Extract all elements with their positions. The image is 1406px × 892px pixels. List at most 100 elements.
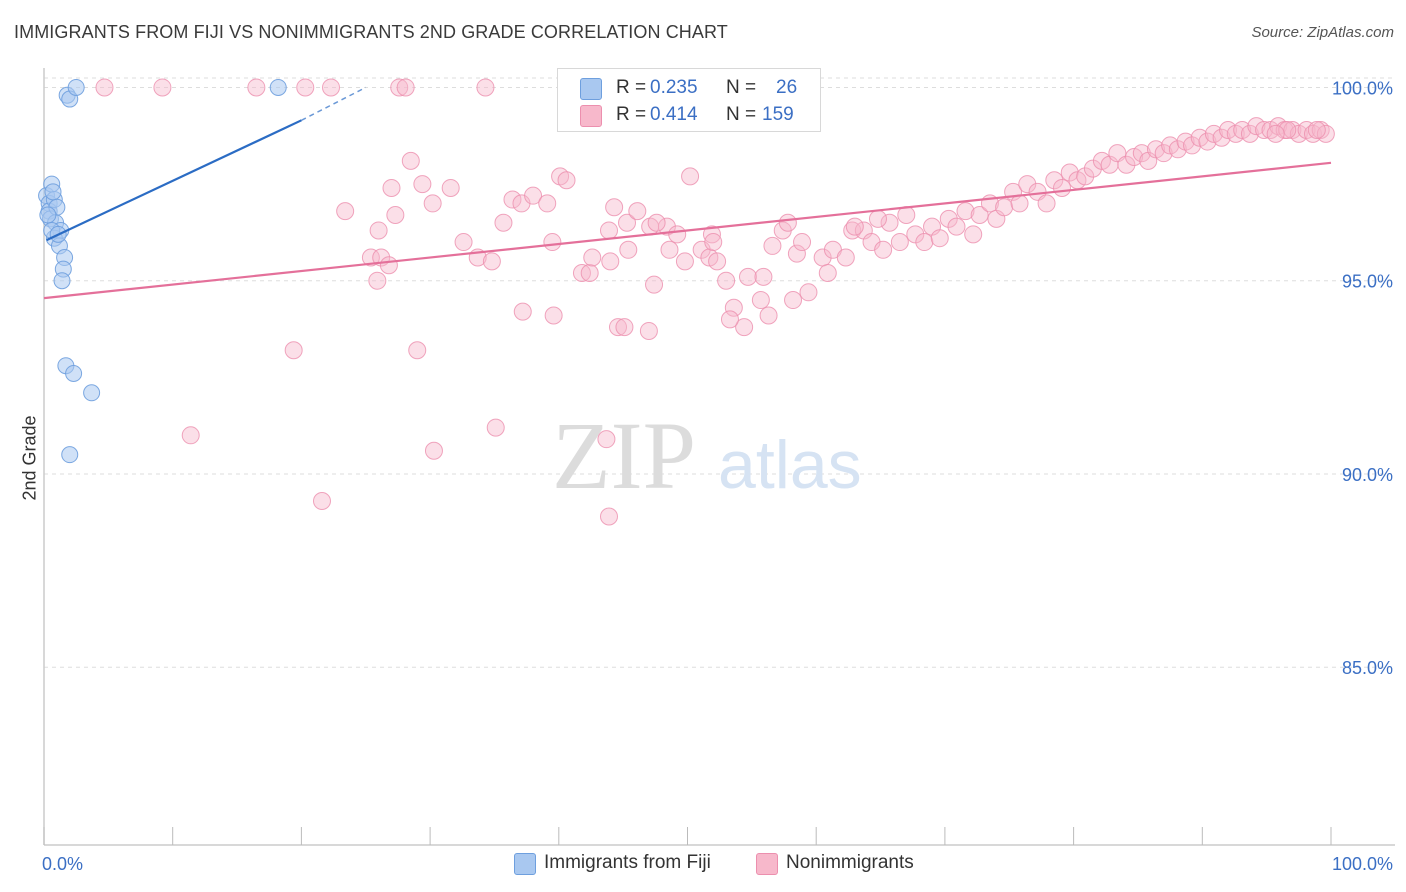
nonimmigrants-point: [361, 248, 380, 267]
nonimmigrants-point: [605, 198, 624, 217]
nonimmigrants-point: [296, 78, 315, 97]
nonimmigrants-point: [601, 252, 620, 271]
nonimmigrants-point: [1278, 120, 1297, 139]
fiji-point: [39, 206, 57, 224]
grid-lines: [44, 77, 1395, 668]
nonimmigrants-point: [454, 233, 473, 252]
nonimmigrants-point: [513, 302, 532, 321]
nonimmigrants-point: [799, 283, 818, 302]
fiji-points: [38, 78, 287, 464]
fiji-point: [67, 78, 85, 96]
fiji-point: [53, 272, 71, 290]
nonimmigrants-point: [818, 263, 837, 282]
nonimmigrants-point: [628, 202, 647, 221]
y-tick-label: 100.0%: [1332, 78, 1393, 98]
nonimmigrants-point: [702, 225, 721, 244]
nonimmigrants-point: [675, 252, 694, 271]
nonimmigrants-point: [836, 248, 855, 267]
chart-title: IMMIGRANTS FROM FIJI VS NONIMMIGRANTS 2N…: [14, 22, 728, 42]
nonimmigrants-point: [1255, 120, 1274, 139]
nonimmigrants-point: [1060, 163, 1079, 182]
nonimmigrants-point: [322, 78, 341, 97]
x-tick-label: 100.0%: [1332, 854, 1393, 874]
nonimmigrants-point: [1183, 136, 1202, 155]
nonimmigrants-points: [95, 78, 1335, 526]
fiji-legend-label: Immigrants from Fiji: [544, 852, 711, 873]
nonimmigrants-point: [95, 78, 114, 97]
fiji-trend-line: [46, 119, 302, 242]
nonimmigrants-point: [915, 233, 934, 252]
nonimmigrants-point: [995, 198, 1014, 217]
nonimmigrants-point: [599, 221, 618, 240]
nonimmigrants-point: [379, 256, 398, 275]
fiji-trend-extension: [301, 86, 367, 121]
tick-labels: 85.0% 90.0% 95.0% 100.0% 0.0% 100.0%: [42, 78, 1393, 874]
nonimmigrants-point: [390, 78, 409, 97]
nonimmigrants-point: [408, 341, 427, 360]
x-tick-label: 0.0%: [42, 854, 83, 874]
nonimmigrants-point: [544, 306, 563, 325]
nonimmigrants-point: [1168, 140, 1187, 159]
nonimmigrants-point: [890, 233, 909, 252]
nonimmigrants-point: [557, 171, 576, 190]
nonimmigrants-point: [494, 213, 513, 232]
fiji-point: [65, 364, 83, 382]
nonimmigrants-point: [947, 217, 966, 236]
nonimmigrants-point: [868, 209, 887, 228]
nonimmigrants-point: [660, 240, 679, 259]
nonimmigrants-point: [1266, 124, 1285, 143]
fiji-point: [61, 446, 79, 464]
nonimmigrants-point: [486, 418, 505, 437]
fiji-swatch: [580, 78, 602, 100]
nonimmigrants-point: [619, 240, 638, 259]
nonimmigrants-point: [751, 291, 770, 310]
nonimmigrants-point: [1053, 178, 1072, 197]
nonimmigrants-point: [368, 271, 387, 290]
nonimmigrants-legend-label: Nonimmigrants: [786, 852, 914, 873]
nonimmigrants-trend-line: [43, 161, 1332, 300]
nonimmigrants-point: [1316, 124, 1335, 143]
nonimmigrants-point: [572, 263, 591, 282]
nonimmigrants-point: [401, 151, 420, 170]
nonimmigrants-point: [580, 263, 599, 282]
nonimmigrants-point: [874, 240, 893, 259]
nonimmigrants-point: [763, 236, 782, 255]
nonimmigrants-point: [599, 507, 618, 526]
nonimmigrants-point: [704, 233, 723, 252]
nonimmigrants-point: [1154, 144, 1173, 163]
trend-lines: [43, 86, 1332, 300]
nonimmigrants-point: [423, 194, 442, 213]
nonimmigrants-point: [1045, 171, 1064, 190]
nonimmigrants-point: [657, 217, 676, 236]
fiji-point: [269, 78, 287, 96]
nonimmigrants-point: [1018, 175, 1037, 194]
nonimmigrants-point: [717, 271, 736, 290]
nonimmigrants-legend-swatch: [756, 853, 778, 875]
nonimmigrants-point: [738, 267, 757, 286]
nonimmigrants-point: [386, 206, 405, 225]
n-label: N =: [726, 77, 757, 98]
y-axis-title: 2nd Grade: [19, 415, 40, 501]
nonimmigrants-point: [735, 318, 754, 337]
n-label: N =: [726, 104, 757, 125]
nonimmigrants-point: [369, 221, 388, 240]
nonimmigrants-point: [482, 252, 501, 271]
watermark-atlas: atlas: [718, 427, 862, 503]
r-label: R =: [616, 77, 647, 98]
nonimmigrants-point: [618, 213, 637, 232]
nonimmigrants-point: [880, 213, 899, 232]
nonimmigrants-point: [1240, 124, 1259, 143]
chart-source: Source: ZipAtlas.com: [1251, 24, 1394, 41]
nonimmigrants-point: [724, 298, 743, 317]
r-value: 0.235: [650, 77, 698, 98]
nonimmigrants-point: [906, 225, 925, 244]
fiji-legend-swatch: [514, 853, 536, 875]
y-tick-label: 95.0%: [1342, 272, 1393, 292]
nonimmigrants-point: [543, 233, 562, 252]
nonimmigrants-point: [956, 202, 975, 221]
nonimmigrants-point: [476, 78, 495, 97]
nonimmigrants-point: [524, 186, 543, 205]
nonimmigrants-point: [503, 190, 522, 209]
nonimmigrants-point: [247, 78, 266, 97]
